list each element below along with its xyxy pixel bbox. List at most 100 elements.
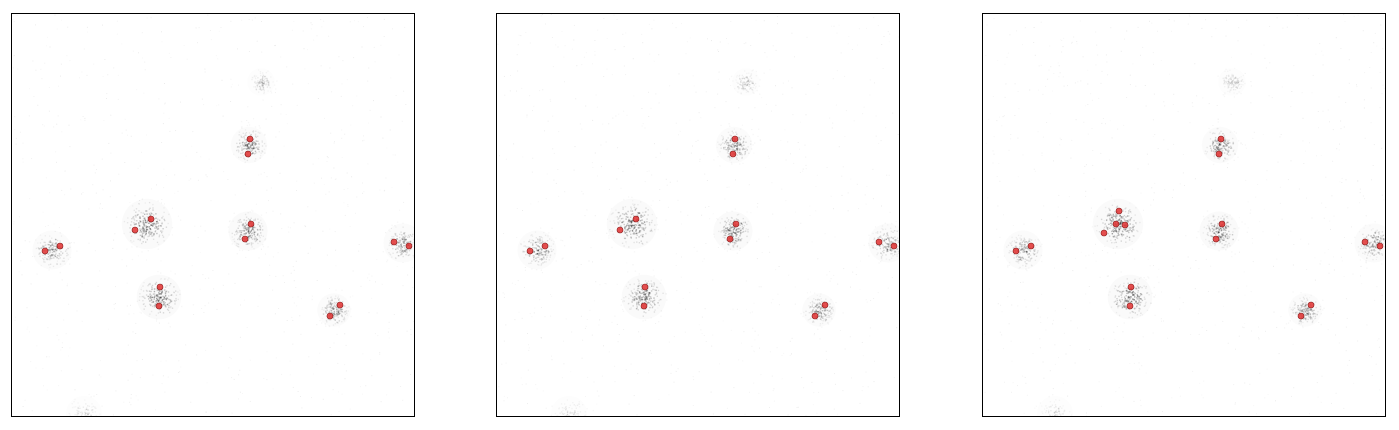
noise-speck bbox=[698, 112, 700, 114]
noise-speck bbox=[412, 287, 414, 289]
noise-speck bbox=[1227, 217, 1229, 219]
noise-speck bbox=[381, 283, 383, 285]
noise-speck bbox=[197, 179, 199, 181]
noise-speck bbox=[28, 115, 30, 117]
noise-speck bbox=[851, 377, 852, 379]
noise-speck bbox=[771, 182, 773, 184]
noise-speck bbox=[805, 168, 807, 170]
noise-speck bbox=[697, 139, 699, 141]
noise-speck bbox=[1331, 402, 1332, 404]
noise-speck bbox=[680, 211, 682, 213]
noise-speck bbox=[1358, 254, 1360, 256]
noise-speck bbox=[69, 60, 71, 62]
noise-speck bbox=[218, 104, 220, 106]
noise-speck bbox=[527, 369, 529, 371]
noise-speck bbox=[1268, 95, 1270, 97]
noise-speck bbox=[1073, 36, 1075, 38]
noise-speck bbox=[280, 114, 281, 115]
noise-speck bbox=[630, 363, 632, 365]
noise-speck bbox=[863, 355, 864, 356]
noise-speck bbox=[741, 343, 742, 344]
noise-speck bbox=[216, 308, 218, 310]
noise-speck bbox=[1381, 194, 1383, 196]
noise-speck bbox=[1237, 40, 1239, 42]
noise-speck bbox=[22, 142, 24, 144]
noise-speck bbox=[558, 196, 559, 197]
noise-speck bbox=[633, 163, 635, 165]
noise-speck bbox=[1380, 24, 1382, 26]
noise-speck bbox=[238, 398, 239, 400]
noise-speck bbox=[1298, 188, 1300, 190]
noise-speck bbox=[166, 360, 167, 361]
noise-speck bbox=[1202, 397, 1204, 399]
noise-speck bbox=[832, 122, 834, 124]
noise-speck bbox=[1153, 93, 1155, 95]
noise-speck bbox=[21, 274, 23, 276]
noise-speck bbox=[46, 45, 47, 46]
noise-speck bbox=[1357, 180, 1359, 182]
noise-speck bbox=[498, 386, 500, 388]
noise-speck bbox=[1375, 413, 1377, 414]
noise-speck bbox=[796, 407, 798, 408]
noise-speck bbox=[718, 71, 720, 73]
noise-speck bbox=[242, 393, 243, 394]
noise-speck bbox=[397, 266, 398, 267]
noise-speck bbox=[1047, 317, 1049, 319]
noise-speck bbox=[1276, 326, 1278, 328]
noise-speck bbox=[1147, 276, 1149, 278]
noise-speck bbox=[768, 236, 770, 238]
noise-speck bbox=[1100, 82, 1102, 84]
red-marker-dot bbox=[641, 283, 649, 291]
noise-speck bbox=[117, 34, 118, 35]
speckle-blob bbox=[1006, 234, 1043, 270]
noise-speck bbox=[599, 319, 601, 321]
noise-speck bbox=[347, 188, 349, 190]
noise-speck bbox=[1224, 287, 1225, 288]
noise-speck bbox=[1309, 352, 1311, 354]
noise-speck bbox=[1205, 258, 1207, 260]
noise-speck bbox=[1314, 279, 1316, 281]
noise-speck bbox=[1093, 178, 1095, 180]
noise-speck bbox=[601, 166, 602, 168]
noise-speck bbox=[400, 386, 402, 387]
noise-speck bbox=[174, 193, 175, 194]
noise-speck bbox=[1016, 30, 1017, 32]
noise-speck bbox=[1316, 382, 1318, 384]
noise-speck bbox=[657, 307, 659, 309]
noise-speck bbox=[651, 108, 652, 109]
noise-speck bbox=[322, 230, 324, 232]
noise-speck bbox=[1378, 338, 1380, 340]
red-marker-dot bbox=[405, 242, 413, 250]
noise-speck bbox=[1072, 270, 1074, 272]
noise-speck bbox=[767, 57, 768, 58]
noise-speck bbox=[1265, 67, 1267, 69]
noise-speck bbox=[140, 289, 142, 291]
noise-speck bbox=[1171, 197, 1173, 199]
noise-speck bbox=[1110, 195, 1112, 197]
noise-speck bbox=[1178, 275, 1180, 277]
noise-speck bbox=[330, 414, 332, 416]
noise-speck bbox=[517, 70, 519, 72]
noise-speck bbox=[188, 179, 190, 181]
noise-speck bbox=[22, 406, 24, 407]
noise-speck bbox=[1033, 353, 1034, 354]
noise-speck bbox=[1340, 120, 1342, 122]
noise-speck bbox=[874, 82, 875, 84]
noise-speck bbox=[683, 298, 684, 299]
noise-speck bbox=[352, 105, 353, 106]
noise-speck bbox=[1133, 362, 1135, 364]
noise-speck bbox=[1063, 85, 1065, 87]
noise-speck bbox=[338, 410, 340, 412]
noise-speck bbox=[581, 190, 583, 192]
noise-speck bbox=[1067, 85, 1068, 87]
noise-speck bbox=[1231, 256, 1233, 258]
noise-speck bbox=[24, 240, 26, 242]
noise-speck bbox=[623, 65, 625, 67]
noise-speck bbox=[1070, 237, 1071, 238]
noise-speck bbox=[1057, 221, 1059, 223]
noise-speck bbox=[781, 188, 783, 190]
noise-speck bbox=[362, 140, 364, 142]
noise-speck bbox=[810, 292, 811, 293]
noise-speck bbox=[1304, 368, 1305, 369]
noise-speck bbox=[58, 385, 60, 387]
